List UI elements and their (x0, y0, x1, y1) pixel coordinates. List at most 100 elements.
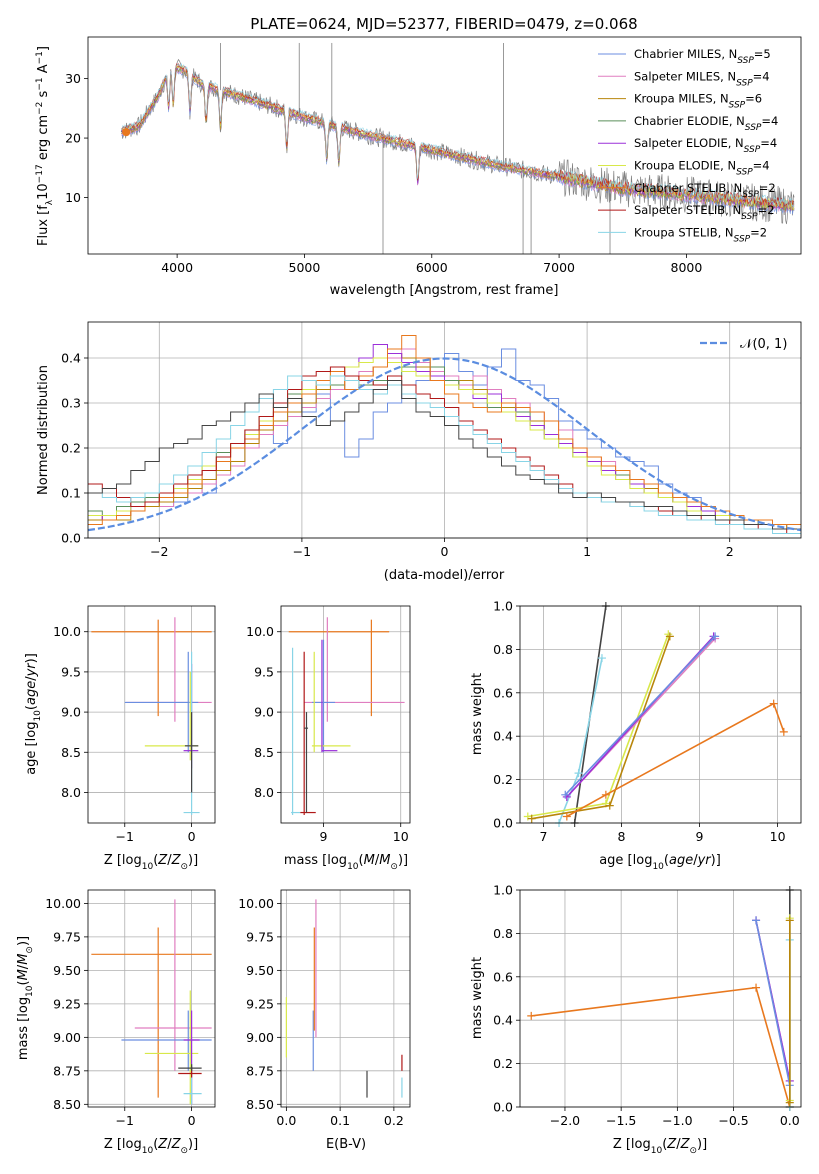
model-spectrum-line (120, 63, 795, 209)
y-tick-label: 9.25 (246, 996, 274, 1011)
mass-vs-z-plot: −1 0 8.50 8.75 9.00 9.25 9.50 9.75 10.00 (45, 889, 216, 1128)
x-tick-label: −2.0 (550, 1113, 580, 1128)
weight-marker (785, 1098, 794, 1107)
y-tick-label: 9.0 (254, 705, 274, 720)
x-tick-label: 9 (320, 829, 328, 844)
y-tick-label: 8.5 (254, 745, 274, 760)
age-vs-z-plot: −1 0 8.0 8.5 9.0 9.5 10.0 (53, 605, 216, 844)
x-tick-label: 4000 (161, 260, 193, 275)
y-tick-label: 8.5 (61, 745, 81, 760)
x-tick-label: −2 (150, 544, 168, 559)
x-tick-label: 2 (726, 544, 734, 559)
y-tick-label: 10.0 (53, 624, 81, 639)
spectrum-y-axis-label: Flux [fλ10−17 erg cm−2 s−1 A−1] (35, 46, 55, 246)
y-tick-label: 0.3 (61, 396, 81, 411)
x-tick-label: 0.0 (780, 1113, 800, 1128)
x-tick-label: 7 (539, 829, 547, 844)
y-tick-label: 20 (65, 131, 81, 146)
spectrum-plot: 4000 5000 6000 7000 8000 10 20 30 Chabrier MILES… (65, 36, 802, 275)
y-tick-label: 9.50 (53, 963, 81, 978)
axes-frame (87, 36, 802, 255)
weight-marker (574, 769, 583, 778)
x-tick-label: 0.1 (330, 1113, 350, 1128)
legend-entry: Chabrier ELODIE, NSSP=4 (634, 114, 778, 133)
y-tick-label: 8.50 (53, 1097, 81, 1112)
spectrum-x-axis-label: wavelength [Angstrom, rest frame] (330, 283, 559, 298)
y-tick-label: 9.00 (53, 1030, 81, 1045)
weight-marker (752, 916, 761, 925)
figure-title: PLATE=0624, MJD=52377, FIBERID=0479, z=0… (250, 15, 637, 33)
x-tick-label: 8 (617, 829, 625, 844)
age-vs-mass-plot: 9 10 8.0 8.5 9.0 9.5 10.0 (246, 605, 411, 844)
weight-marker (664, 630, 673, 639)
residual-y-axis-label: Normed distribution (36, 365, 51, 495)
x-tick-label: 9 (696, 829, 704, 844)
y-tick-label: 8.75 (246, 1063, 274, 1078)
mass-z-y-axis-label: mass [log10(M/M⊙)] (16, 936, 35, 1060)
mass-ebv-x-axis-label: E(B-V) (326, 1137, 366, 1152)
axes-frame (87, 321, 802, 539)
x-tick-label: −1 (293, 544, 311, 559)
model-spectrum-line (121, 66, 795, 211)
weight-marker (561, 790, 570, 799)
y-tick-label: 0.2 (493, 772, 513, 787)
y-tick-label: 10 (65, 190, 81, 205)
weight-z-x-axis-label: Z [log10(Z/Z⊙)] (613, 1137, 707, 1156)
axes-frame (280, 889, 411, 1108)
x-tick-label: 0.0 (276, 1113, 296, 1128)
y-tick-label: 0.6 (493, 969, 513, 984)
observed-spectrum (120, 58, 795, 225)
legend-entry: Chabrier STELIB, NSSP=2 (634, 181, 776, 200)
residual-x-axis-label: (data-model)/error (384, 568, 505, 583)
x-tick-label: 7000 (543, 260, 575, 275)
weight-marker (527, 814, 536, 823)
weight-marker (597, 654, 606, 663)
x-tick-label: −1 (116, 1113, 134, 1128)
weight-age-y-axis-label: mass weight (470, 673, 485, 755)
histogram-step (88, 366, 801, 534)
age-z-y-axis-label: age [log10(age/yr)] (24, 653, 43, 775)
x-tick-label: 10 (770, 829, 786, 844)
y-tick-label: 0.2 (493, 1056, 513, 1071)
y-tick-label: 0.0 (493, 1100, 513, 1115)
y-tick-label: 9.50 (246, 963, 274, 978)
weight-age-x-axis-label: age [log10(age/yr)] (599, 853, 721, 872)
y-tick-label: 9.75 (53, 929, 81, 944)
legend-entry: Kroupa STELIB, NSSP=2 (634, 225, 767, 244)
weight-marker (605, 801, 614, 810)
axes-frame (87, 605, 216, 824)
x-tick-label: −1.0 (662, 1113, 692, 1128)
y-tick-label: 30 (65, 71, 81, 86)
spectrum-lines (120, 42, 795, 254)
mass-vs-ebv-plot: 0.0 0.1 0.2 8.50 8.75 9.00 9.25 9.50 9.75 10.00 (238, 889, 411, 1128)
legend-entry: Kroupa ELODIE, NSSP=4 (634, 159, 770, 178)
y-tick-label: 0.4 (61, 351, 81, 366)
weight-vs-age-plot: 7 8 9 10 0.0 0.2 0.4 0.6 0.8 1.0 (493, 599, 802, 844)
legend-entry: Salpeter STELIB, NSSP=2 (634, 203, 775, 222)
x-tick-label: −1.5 (606, 1113, 636, 1128)
spectrum-edge-marker (122, 128, 131, 137)
weight-marker (665, 632, 674, 641)
y-tick-label: 0.8 (493, 642, 513, 657)
weight-marker (752, 983, 761, 992)
x-tick-label: 0 (441, 544, 449, 559)
y-tick-label: 0.4 (493, 729, 513, 744)
x-tick-label: 0 (188, 1113, 196, 1128)
legend-entry: Salpeter MILES, NSSP=4 (634, 69, 770, 88)
y-tick-label: 0.2 (61, 441, 81, 456)
weight-marker (779, 727, 788, 736)
y-tick-label: 9.25 (53, 996, 81, 1011)
weight-marker (711, 632, 720, 641)
weight-marker (785, 916, 794, 925)
weight-marker (527, 1011, 536, 1020)
y-tick-label: 10.00 (45, 896, 81, 911)
weight-line (566, 702, 785, 818)
x-tick-label: 6000 (416, 260, 448, 275)
weight-line (755, 920, 791, 1086)
weight-vs-z-plot: −2.0 −1.5 −1.0 −0.5 0.0 0.0 0.2 0.4 0.6 0.8 1.0 (493, 883, 802, 1128)
y-tick-label: 9.5 (61, 664, 81, 679)
y-tick-label: 0.1 (61, 486, 81, 501)
weight-marker (523, 812, 532, 821)
axes-frame (87, 889, 216, 1108)
